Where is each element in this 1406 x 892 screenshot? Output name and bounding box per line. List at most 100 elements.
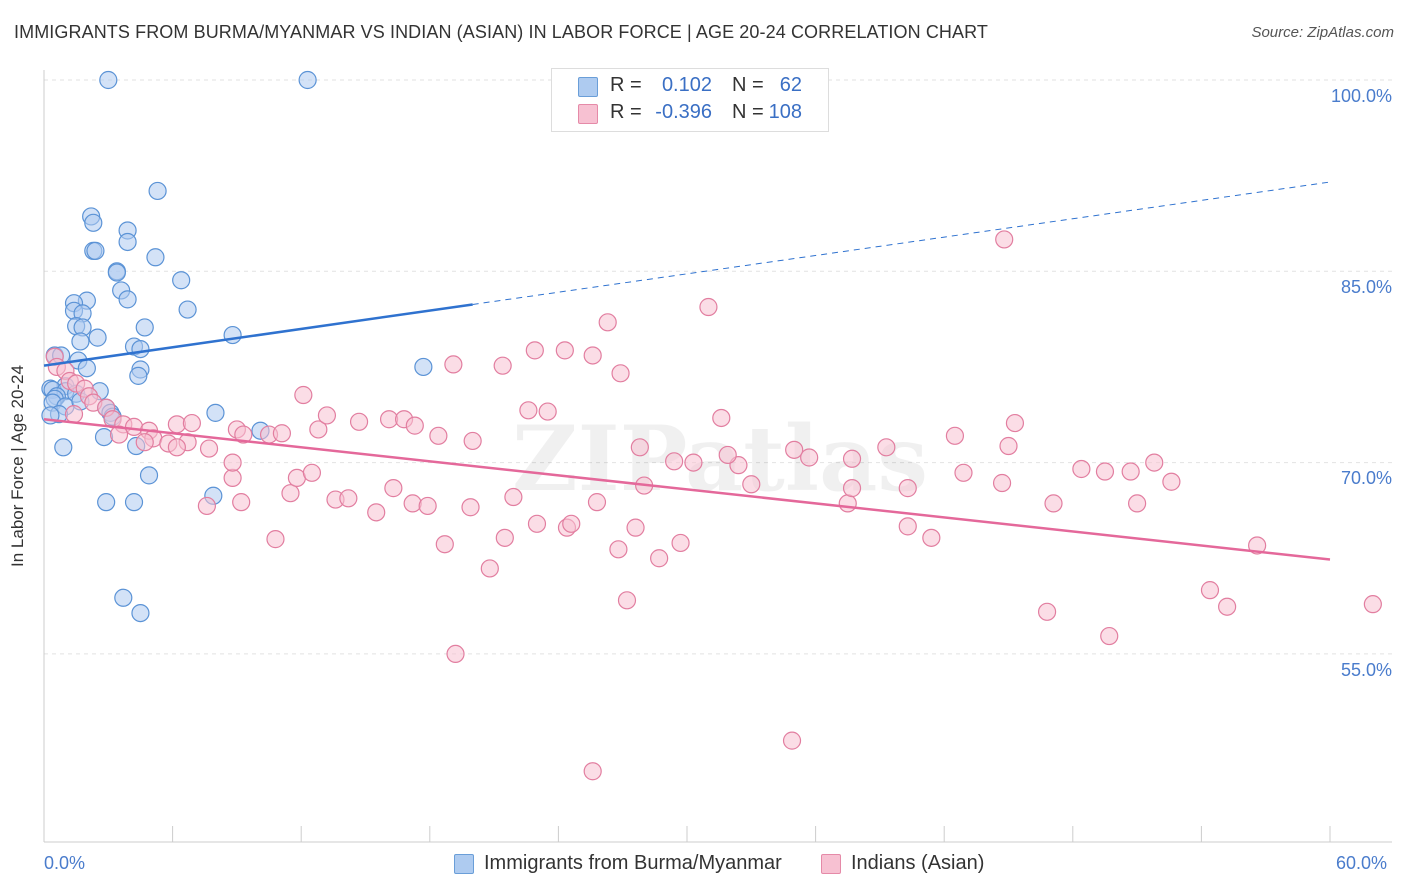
data-point-indian xyxy=(583,346,602,365)
data-point-indian xyxy=(898,479,917,498)
data-point-indian xyxy=(519,401,538,420)
data-point-indian xyxy=(609,540,628,559)
data-point-indian xyxy=(199,439,219,458)
data-point-indian xyxy=(1363,595,1382,614)
data-point-indian xyxy=(1005,413,1025,433)
correlation-legend: R = 0.102 N = 62 R = -0.396 N = 108 xyxy=(551,68,829,132)
data-point-burma xyxy=(206,403,225,422)
data-point-burma xyxy=(86,241,105,260)
data-point-indian xyxy=(598,313,617,332)
legend-swatch-burma xyxy=(578,77,598,97)
data-point-indian xyxy=(384,479,403,498)
data-point-indian xyxy=(1072,459,1091,479)
data-point-burma xyxy=(94,427,114,447)
y-tick-label: 70.0% xyxy=(1340,468,1392,488)
data-point-indian xyxy=(877,438,896,457)
data-point-indian xyxy=(922,528,941,547)
data-point-indian xyxy=(626,518,645,537)
data-point-indian xyxy=(109,425,129,444)
data-point-indian xyxy=(309,420,328,439)
data-point-indian xyxy=(223,453,242,472)
legend-swatch-indian xyxy=(578,104,598,124)
data-point-indian xyxy=(272,424,292,443)
data-point-indian xyxy=(1218,597,1237,616)
legend-r-value: -0.396 xyxy=(655,101,712,123)
data-point-indian xyxy=(995,230,1014,249)
data-point-burma xyxy=(178,300,197,319)
data-point-indian xyxy=(446,644,465,664)
data-point-indian xyxy=(294,385,313,405)
data-point-burma xyxy=(148,181,167,201)
data-point-indian xyxy=(555,341,574,360)
data-point-indian xyxy=(782,731,802,750)
data-point-indian xyxy=(954,463,973,482)
data-point-burma xyxy=(298,70,317,90)
data-point-burma xyxy=(124,493,144,512)
data-point-indian xyxy=(671,533,690,553)
data-point-burma xyxy=(97,493,116,512)
data-point-indian xyxy=(527,514,547,533)
trendline-burma-extension xyxy=(472,181,1331,305)
data-point-burma xyxy=(131,603,150,623)
data-point-indian xyxy=(538,402,557,421)
data-point-indian xyxy=(630,438,649,457)
data-point-indian xyxy=(562,514,581,533)
chart-source: Source: ZipAtlas.com xyxy=(1251,24,1394,41)
y-axis-label: In Labor Force | Age 20-24 xyxy=(8,365,27,567)
data-point-indian xyxy=(842,449,862,468)
data-point-indian xyxy=(842,479,862,498)
data-point-indian xyxy=(1127,494,1147,513)
data-point-indian xyxy=(232,493,251,512)
series-legend-label-burma: Immigrants from Burma/Myanmar xyxy=(484,852,782,874)
data-point-indian xyxy=(124,417,144,436)
data-point-indian xyxy=(266,530,285,549)
data-point-burma xyxy=(71,332,90,351)
data-point-indian xyxy=(800,448,819,467)
y-tick-label: 85.0% xyxy=(1340,277,1392,297)
data-point-indian xyxy=(699,297,718,317)
trendline-burma xyxy=(43,303,473,367)
data-point-burma xyxy=(223,325,242,345)
data-point-indian xyxy=(223,468,242,488)
data-point-burma xyxy=(84,213,103,232)
chart-title: IMMIGRANTS FROM BURMA/MYANMAR VS INDIAN … xyxy=(14,22,989,42)
legend-n-value: 62 xyxy=(779,74,802,96)
data-point-burma xyxy=(77,359,96,378)
data-point-burma xyxy=(107,263,126,282)
data-point-indian xyxy=(898,517,917,536)
data-point-indian xyxy=(167,415,186,434)
data-point-burma xyxy=(54,438,73,457)
data-point-burma xyxy=(172,271,191,290)
data-point-indian xyxy=(367,503,386,522)
data-point-indian xyxy=(463,431,482,451)
data-point-indian xyxy=(135,433,154,452)
series-legend-swatch-burma xyxy=(454,854,474,874)
data-point-indian xyxy=(1145,453,1164,472)
data-point-indian xyxy=(992,473,1012,493)
trendline-indian xyxy=(43,417,1331,561)
data-point-indian xyxy=(999,436,1018,456)
data-point-indian xyxy=(1044,494,1063,513)
data-point-indian xyxy=(418,496,437,516)
legend-n-label: N = xyxy=(732,74,764,96)
data-point-indian xyxy=(182,413,201,433)
data-point-indian xyxy=(785,440,804,459)
data-point-indian xyxy=(1095,462,1115,481)
data-point-burma xyxy=(99,70,118,90)
data-point-indian xyxy=(234,425,253,444)
data-point-indian xyxy=(302,463,322,482)
data-point-indian xyxy=(1121,462,1140,481)
legend-r-value: 0.102 xyxy=(661,74,712,96)
data-point-indian xyxy=(665,452,684,471)
data-point-indian xyxy=(461,498,480,517)
data-point-indian xyxy=(742,475,761,494)
data-point-indian xyxy=(504,487,523,507)
data-point-indian xyxy=(1200,581,1220,600)
y-tick-label: 100.0% xyxy=(1330,86,1392,106)
data-point-indian xyxy=(718,445,737,465)
data-point-indian xyxy=(650,549,669,568)
x-tick-label: 60.0% xyxy=(1336,853,1388,873)
data-point-indian xyxy=(838,494,857,513)
legend-n-value: 108 xyxy=(768,101,802,123)
